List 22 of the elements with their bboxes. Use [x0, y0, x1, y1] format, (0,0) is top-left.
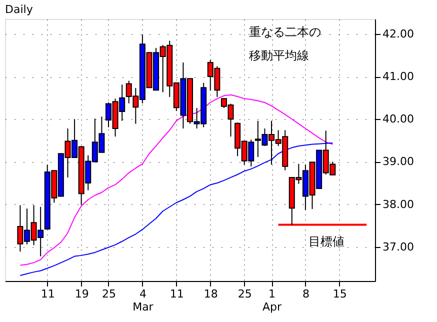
x-tick-label: 25: [238, 288, 252, 300]
line-series: [20, 94, 334, 266]
annotation: 重なる二本の: [249, 24, 322, 39]
y-tick-label: 41.00: [382, 70, 414, 84]
x-tick-label: 11: [170, 288, 184, 300]
x-tick-label: 4 Mar: [132, 288, 154, 314]
chart-title: Daily: [5, 3, 34, 16]
x-tick-label: 1 Apr: [262, 288, 282, 314]
x-tick-label: 15: [332, 288, 347, 300]
x-tick-label: 18: [204, 288, 218, 300]
y-tick-label: 37.00: [382, 240, 414, 254]
x-tick-label: 11: [40, 288, 55, 300]
line-series: [20, 142, 334, 276]
y-tick-label: 40.00: [382, 112, 414, 126]
annotation: 目標値: [308, 234, 344, 248]
annotation: 移動平均線: [249, 48, 310, 62]
y-tick-label: 38.00: [382, 198, 414, 211]
y-tick-label: 39.00: [382, 155, 414, 168]
x-tick-label: 8: [302, 288, 310, 300]
y-tick-label: 42.00: [382, 27, 414, 40]
x-tick-label: 25: [102, 288, 116, 300]
x-tick-label: 19: [74, 288, 89, 300]
